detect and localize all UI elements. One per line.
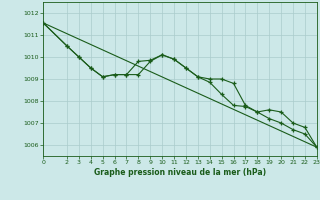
X-axis label: Graphe pression niveau de la mer (hPa): Graphe pression niveau de la mer (hPa) [94, 168, 266, 177]
